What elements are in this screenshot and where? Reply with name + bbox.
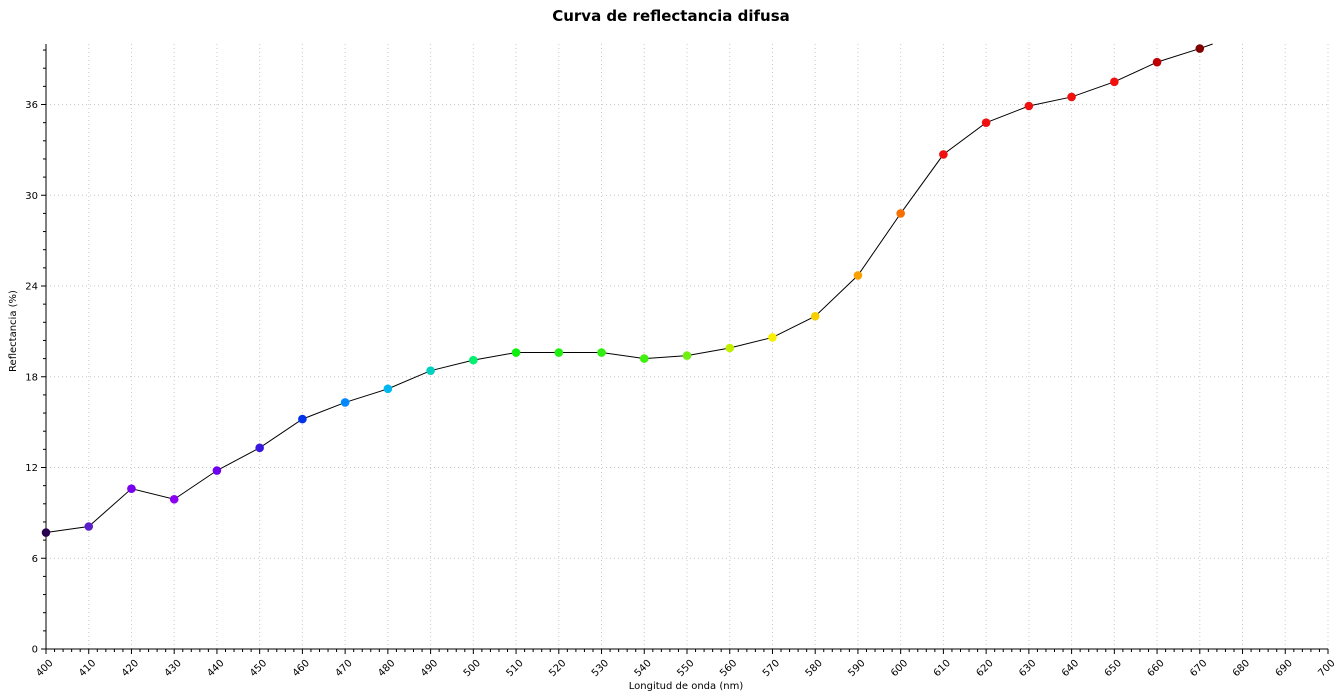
x-tick-label: 480 bbox=[376, 658, 397, 679]
x-tick-label: 510 bbox=[504, 658, 525, 679]
x-tick-label: 670 bbox=[1188, 658, 1209, 679]
data-point bbox=[383, 384, 393, 394]
x-tick-label: 540 bbox=[633, 658, 654, 679]
y-tick-label: 30 bbox=[25, 191, 38, 202]
y-tick-label: 6 bbox=[32, 554, 38, 565]
x-tick-label: 460 bbox=[291, 658, 312, 679]
data-point bbox=[1110, 77, 1119, 87]
x-tick-label: 530 bbox=[590, 658, 611, 679]
chart-title: Curva de reflectancia difusa bbox=[552, 7, 790, 25]
x-tick-label: 700 bbox=[1316, 658, 1337, 679]
x-axis-ticks: 400 410 420 430 440 450 460 470 480 490 500 510 520 5… bbox=[34, 649, 1338, 679]
x-tick-label: 490 bbox=[419, 658, 440, 679]
data-point bbox=[597, 348, 606, 357]
data-point bbox=[469, 355, 478, 365]
data-point bbox=[426, 366, 435, 376]
x-tick-label: 560 bbox=[718, 658, 739, 679]
grid-lines bbox=[46, 44, 1329, 649]
data-point bbox=[768, 333, 777, 342]
x-tick-label: 620 bbox=[975, 658, 996, 679]
y-tick-label: 0 bbox=[32, 645, 38, 656]
x-tick-label: 420 bbox=[120, 658, 141, 679]
x-tick-label: 430 bbox=[163, 658, 184, 679]
x-tick-label: 610 bbox=[932, 658, 953, 679]
x-tick-label: 520 bbox=[547, 658, 568, 679]
data-point bbox=[1152, 57, 1162, 67]
data-point bbox=[212, 466, 222, 475]
data-point bbox=[169, 494, 179, 504]
x-tick-label: 650 bbox=[1103, 658, 1124, 679]
x-tick-label: 680 bbox=[1231, 658, 1252, 679]
data-point bbox=[853, 271, 863, 280]
data-point bbox=[981, 118, 991, 127]
x-tick-label: 690 bbox=[1274, 658, 1295, 679]
y-tick-label: 36 bbox=[25, 100, 38, 111]
y-axis-label: Reflectancia (%) bbox=[8, 290, 19, 372]
x-tick-label: 580 bbox=[804, 658, 825, 679]
y-axis-ticks: 0 6 12 18 24 30 36 bbox=[25, 49, 46, 656]
data-point bbox=[41, 528, 51, 537]
y-tick-label: 18 bbox=[25, 372, 38, 383]
x-tick-label: 600 bbox=[889, 658, 910, 679]
data-point bbox=[810, 311, 820, 321]
data-point bbox=[725, 343, 735, 353]
data-point bbox=[340, 398, 350, 407]
data-series bbox=[41, 43, 1213, 537]
data-point bbox=[127, 484, 136, 493]
x-tick-label: 590 bbox=[846, 658, 867, 679]
x-tick-label: 410 bbox=[77, 658, 98, 679]
y-tick-label: 12 bbox=[25, 463, 38, 474]
x-tick-label: 400 bbox=[34, 658, 55, 679]
x-tick-label: 660 bbox=[1145, 658, 1166, 679]
data-point bbox=[682, 351, 692, 360]
data-point bbox=[554, 348, 564, 357]
x-tick-label: 550 bbox=[675, 658, 696, 679]
x-tick-label: 640 bbox=[1060, 658, 1081, 679]
data-point bbox=[84, 522, 94, 531]
y-tick-label: 24 bbox=[25, 282, 38, 293]
data-point bbox=[639, 354, 649, 363]
data-point bbox=[1024, 101, 1034, 111]
data-point bbox=[896, 209, 905, 218]
data-point bbox=[511, 348, 521, 357]
data-point bbox=[1195, 44, 1205, 53]
x-tick-label: 500 bbox=[462, 658, 483, 679]
x-tick-label: 440 bbox=[205, 658, 226, 679]
x-tick-label: 630 bbox=[1017, 658, 1038, 679]
data-point bbox=[1067, 92, 1076, 102]
x-tick-label: 570 bbox=[761, 658, 782, 679]
x-tick-label: 470 bbox=[334, 658, 355, 679]
data-point bbox=[255, 443, 264, 453]
x-axis-label: Longitud de onda (nm) bbox=[629, 681, 744, 692]
data-point bbox=[298, 414, 307, 424]
reflectance-line bbox=[45, 43, 1213, 534]
x-tick-label: 450 bbox=[248, 658, 269, 679]
data-point bbox=[939, 150, 948, 159]
